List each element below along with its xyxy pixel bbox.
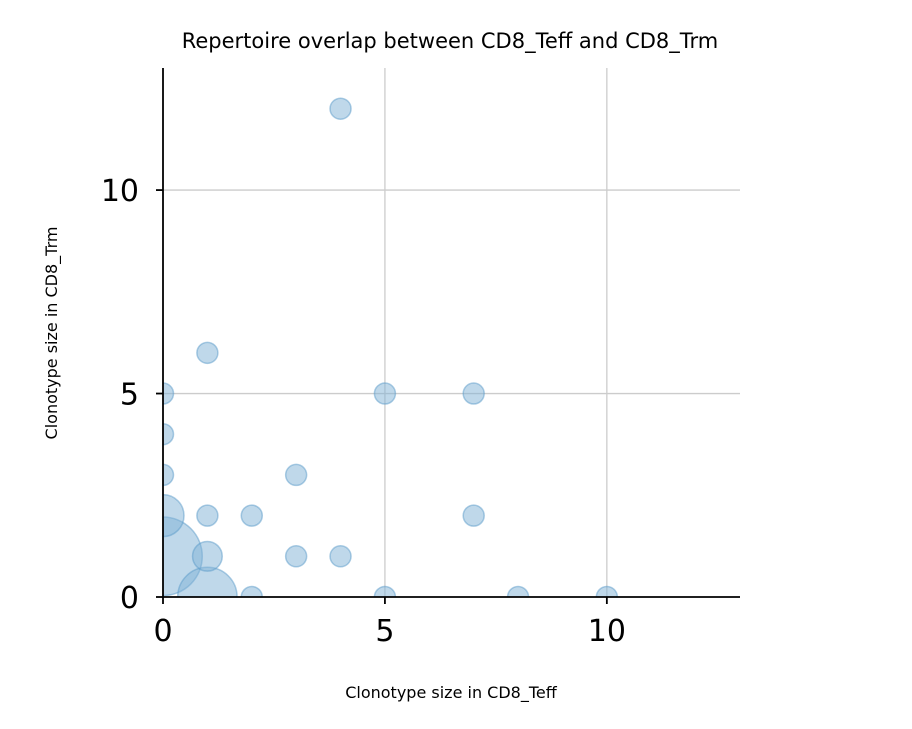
points — [163, 97, 619, 597]
data-point — [506, 585, 530, 597]
data-point — [163, 382, 175, 405]
data-point — [284, 463, 308, 487]
data-point — [191, 540, 223, 572]
data-point — [163, 463, 175, 487]
data-point — [329, 545, 352, 568]
grid — [163, 68, 740, 597]
data-point — [240, 585, 264, 597]
y-tick-label: 10 — [101, 174, 139, 209]
x-axis-label: Clonotype size in CD8_Teff — [345, 683, 558, 703]
data-point — [595, 585, 619, 597]
data-point — [284, 545, 308, 568]
y-tick-label: 5 — [120, 378, 139, 413]
data-point — [163, 422, 175, 446]
chart-title: Repertoire overlap between CD8_Teff and … — [182, 29, 719, 54]
x-tick-label: 0 — [153, 614, 172, 649]
data-point — [196, 504, 219, 527]
y-tick-label: 0 — [120, 581, 139, 616]
x-tick-label: 5 — [375, 614, 394, 649]
data-point — [163, 493, 185, 538]
x-tick-label: 10 — [588, 614, 626, 649]
y-axis-label: Clonotype size in CD8_Trm — [42, 227, 62, 440]
data-point — [329, 97, 352, 120]
data-point — [462, 382, 485, 405]
ticks: 0 5 10 0 5 10 — [101, 174, 626, 649]
data-point — [462, 504, 485, 527]
data-point — [373, 585, 397, 597]
axes — [162, 68, 740, 598]
data-point — [196, 341, 219, 365]
data-point — [240, 504, 264, 527]
data-point — [373, 382, 397, 405]
